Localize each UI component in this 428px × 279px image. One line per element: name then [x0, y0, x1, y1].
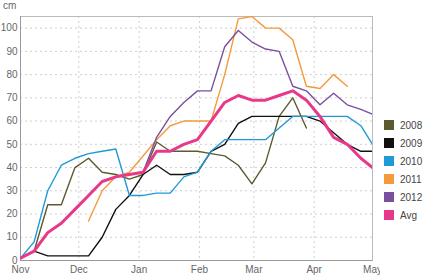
svg-text:50: 50 [6, 139, 18, 150]
svg-text:Jan: Jan [131, 264, 147, 275]
svg-text:Nov: Nov [12, 264, 30, 275]
html-text:2009: 2009 [400, 137, 423, 149]
html-text:Avg: Avg [400, 209, 418, 221]
html-text:2011: 2011 [400, 173, 422, 185]
svg-text:Mar: Mar [245, 264, 263, 275]
svg-text:0: 0 [11, 254, 18, 266]
svg-text:60: 60 [6, 115, 18, 126]
html-text:cm: cm [3, 0, 17, 11]
svg-text:Apr: Apr [306, 264, 322, 275]
html-text:2008: 2008 [400, 119, 423, 131]
svg-text:10: 10 [6, 231, 18, 242]
svg-text:40: 40 [6, 162, 18, 173]
svg-text:May: May [363, 264, 380, 275]
svg-text:90: 90 [6, 46, 18, 57]
svg-text:Dec: Dec [70, 264, 88, 275]
svg-text:80: 80 [6, 69, 18, 80]
svg-text:30: 30 [6, 185, 18, 196]
html-text:2010: 2010 [400, 155, 423, 167]
html-text:2012: 2012 [400, 191, 423, 203]
svg-text:20: 20 [6, 208, 18, 219]
svg-text:Feb: Feb [191, 264, 209, 275]
svg-text:70: 70 [6, 92, 18, 103]
svg-text:100: 100 [1, 22, 18, 33]
